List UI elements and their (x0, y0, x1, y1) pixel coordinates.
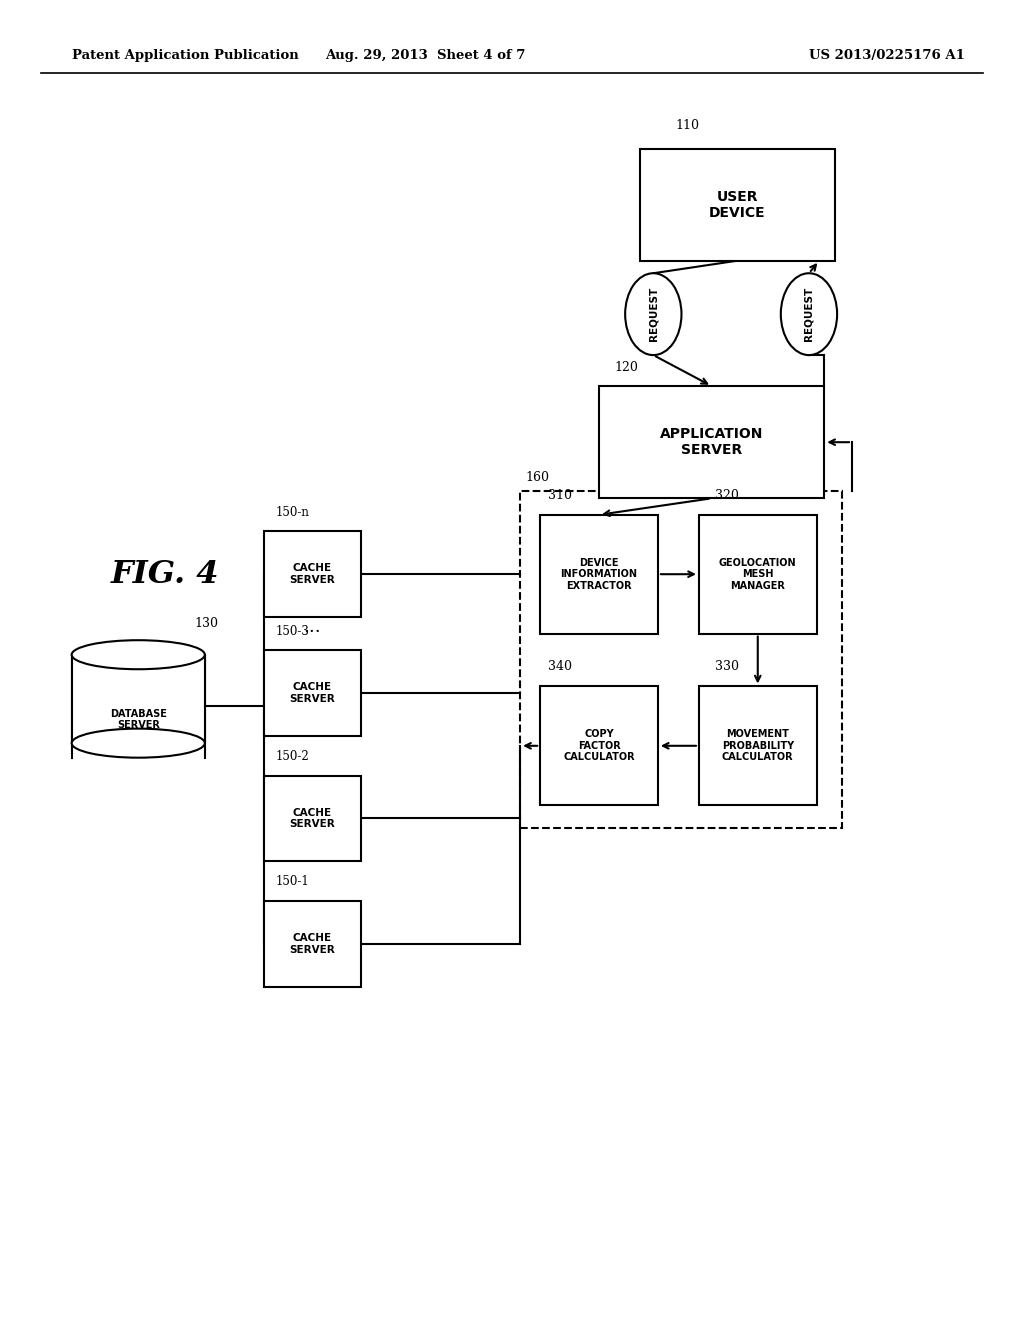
Bar (264, 532, 361, 618)
Text: Aug. 29, 2013  Sheet 4 of 7: Aug. 29, 2013 Sheet 4 of 7 (325, 49, 525, 62)
Text: FIG. 4: FIG. 4 (111, 558, 219, 590)
Ellipse shape (72, 640, 205, 669)
Text: APPLICATION
SERVER: APPLICATION SERVER (660, 428, 763, 457)
Ellipse shape (72, 729, 205, 758)
Text: 150-1: 150-1 (275, 875, 309, 888)
Text: CACHE
SERVER: CACHE SERVER (290, 808, 335, 829)
Text: GEOLOCATION
MESH
MANAGER: GEOLOCATION MESH MANAGER (719, 557, 797, 591)
Text: REQUEST: REQUEST (804, 286, 814, 342)
Text: DEVICE
INFORMATION
EXTRACTOR: DEVICE INFORMATION EXTRACTOR (560, 557, 638, 591)
Bar (541, 686, 657, 805)
Text: 340: 340 (548, 660, 571, 673)
Text: 320: 320 (715, 488, 738, 502)
Bar (698, 686, 817, 805)
Bar (640, 149, 835, 261)
Text: 150-2: 150-2 (275, 750, 309, 763)
Text: USER
DEVICE: USER DEVICE (709, 190, 766, 219)
Bar (72, 655, 205, 743)
Bar (520, 491, 842, 828)
Bar (599, 385, 824, 498)
Text: CACHE
SERVER: CACHE SERVER (290, 682, 335, 704)
Text: US 2013/0225176 A1: US 2013/0225176 A1 (809, 49, 965, 62)
Text: 150-n: 150-n (275, 506, 309, 519)
Bar (264, 776, 361, 861)
Text: MOVEMENT
PROBABILITY
CALCULATOR: MOVEMENT PROBABILITY CALCULATOR (722, 729, 794, 763)
Text: COPY
FACTOR
CALCULATOR: COPY FACTOR CALCULATOR (563, 729, 635, 763)
Text: 130: 130 (195, 616, 218, 630)
Ellipse shape (781, 273, 838, 355)
Text: REQUEST: REQUEST (648, 286, 658, 342)
Ellipse shape (625, 273, 682, 355)
Text: 160: 160 (525, 471, 549, 484)
Bar (698, 515, 817, 634)
Text: 150-3: 150-3 (275, 624, 309, 638)
Text: 120: 120 (614, 360, 638, 374)
Text: 310: 310 (548, 488, 571, 502)
Text: 110: 110 (676, 119, 699, 132)
Text: Patent Application Publication: Patent Application Publication (72, 49, 298, 62)
Text: CACHE
SERVER: CACHE SERVER (290, 933, 335, 954)
Text: 330: 330 (715, 660, 738, 673)
Text: CACHE
SERVER: CACHE SERVER (290, 564, 335, 585)
Bar (264, 902, 361, 987)
Text: ...: ... (303, 618, 322, 636)
Bar (541, 515, 657, 634)
Bar (264, 649, 361, 737)
Text: DATABASE
SERVER: DATABASE SERVER (110, 709, 167, 730)
